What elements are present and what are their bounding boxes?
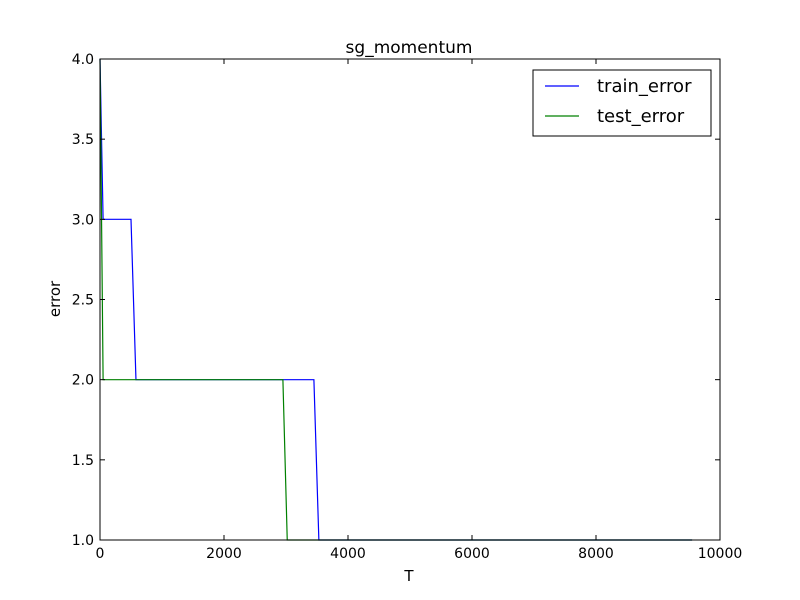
chart-title: sg_momentum: [346, 38, 473, 58]
y-axis-ticks: 1.0 1.5 2.0 2.5 3.0 3.5 4.0: [72, 52, 720, 549]
y-tick-label: 3.0: [72, 212, 94, 228]
x-axis-label: T: [403, 567, 414, 585]
x-axis-ticks: 0 2000 4000 6000 8000 10000: [96, 59, 743, 562]
x-tick-label: 6000: [454, 546, 490, 562]
legend-box: [532, 69, 712, 137]
y-tick-label: 4.0: [72, 52, 94, 68]
y-axis-label: error: [46, 280, 64, 317]
x-tick-label: 0: [96, 546, 105, 562]
x-tick-label: 8000: [578, 546, 614, 562]
legend-label: test_error: [597, 106, 685, 127]
y-tick-label: 2.0: [72, 373, 94, 389]
y-tick-label: 1.5: [72, 453, 94, 469]
y-tick-label: 3.5: [72, 132, 94, 148]
y-tick-label: 1.0: [72, 533, 94, 549]
legend-label: train_error: [597, 76, 692, 97]
x-tick-label: 4000: [330, 546, 366, 562]
legend: train_error test_error: [532, 69, 712, 137]
y-tick-label: 2.5: [72, 293, 94, 309]
x-tick-label: 2000: [206, 546, 242, 562]
x-tick-label: 10000: [698, 546, 743, 562]
